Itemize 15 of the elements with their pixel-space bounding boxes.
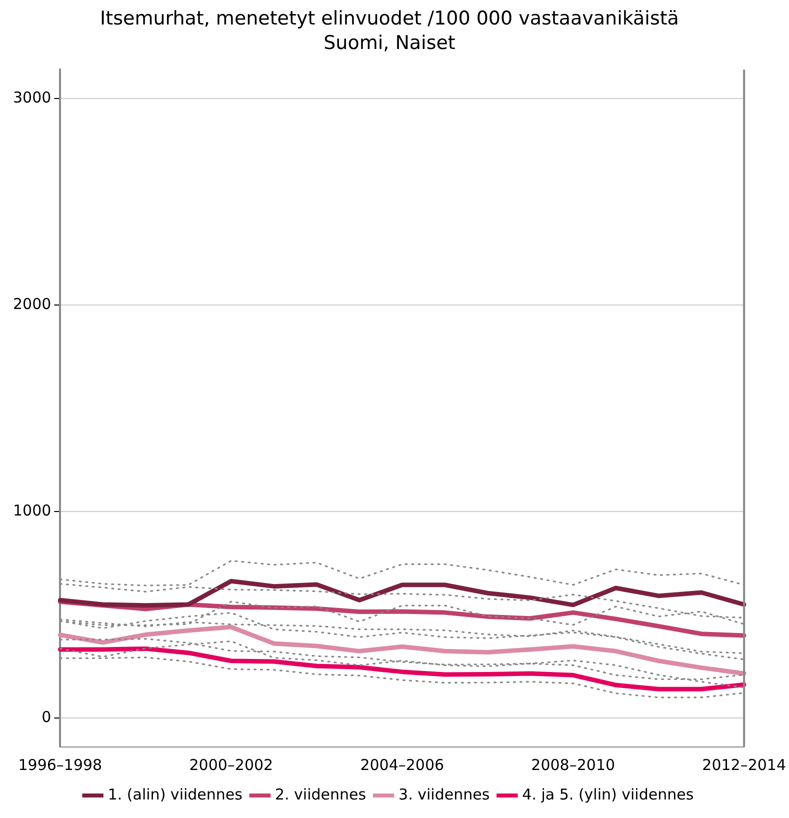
y-tick-label: 0 xyxy=(42,708,52,726)
y-tick-label: 2000 xyxy=(12,294,52,313)
legend-label: 1. (alin) viidennes xyxy=(108,785,243,804)
chart-title: Itsemurhat, menetetyt elinvuodet /100 000 vastaavanikäistä xyxy=(100,7,679,30)
legend-label: 4. ja 5. (ylin) viidennes xyxy=(522,785,694,804)
x-tick-label: 2004–2006 xyxy=(360,756,444,774)
x-tick-label: 2008–2010 xyxy=(531,756,616,774)
y-tick-label: 3000 xyxy=(12,88,52,106)
legend-label: 2. viidennes xyxy=(274,785,366,804)
chart-subtitle: Suomi, Naiset xyxy=(324,32,456,54)
x-tick-label: 2012–2014 xyxy=(702,756,786,774)
legend-label: 3. viidennes xyxy=(398,785,490,804)
x-tick-label: 1996–1998 xyxy=(18,756,102,774)
y-tick-label: 1000 xyxy=(12,501,52,520)
x-tick-label: 2000–2002 xyxy=(189,756,274,774)
